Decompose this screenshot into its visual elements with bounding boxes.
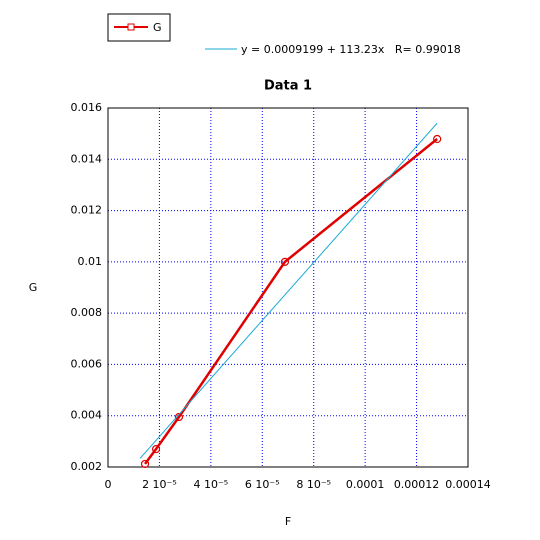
legend-label: y = 0.0009199 + 113.23x R= 0.99018 (241, 43, 461, 56)
x-tick-label: 4 10⁻⁵ (193, 478, 228, 491)
x-tick-label: 2 10⁻⁵ (142, 478, 177, 491)
plot-border (107, 107, 469, 468)
data-point (174, 412, 184, 422)
y-tick-label: 0.016 (71, 101, 103, 114)
y-axis-label: G (29, 281, 38, 294)
x-tick-label: 0 (105, 478, 112, 491)
data-point (151, 444, 161, 454)
y-tick-label: 0.012 (71, 204, 103, 217)
chart-title: Data 1 (264, 79, 312, 94)
y-tick-label: 0.002 (71, 460, 103, 473)
x-tick-label: 6 10⁻⁵ (245, 478, 280, 491)
y-tick-label: 0.01 (78, 255, 103, 268)
x-axis-label: F (285, 515, 291, 528)
y-tick-label: 0.008 (71, 306, 103, 319)
trend-line (139, 122, 438, 459)
y-tick-label: 0.004 (71, 409, 103, 422)
legend-marker (127, 23, 135, 31)
data-line (144, 138, 438, 465)
x-tick-label: 0.00014 (445, 478, 491, 491)
x-tick-label: 0.0001 (346, 478, 385, 491)
x-tick-label: 0.00012 (394, 478, 440, 491)
data-point (280, 257, 290, 266)
x-tick-label: 8 10⁻⁵ (296, 478, 331, 491)
legend-label: G (153, 21, 162, 34)
data-point (433, 134, 442, 144)
y-tick-label: 0.014 (71, 152, 103, 165)
data-point (140, 459, 150, 469)
y-tick-label: 0.006 (71, 357, 103, 370)
